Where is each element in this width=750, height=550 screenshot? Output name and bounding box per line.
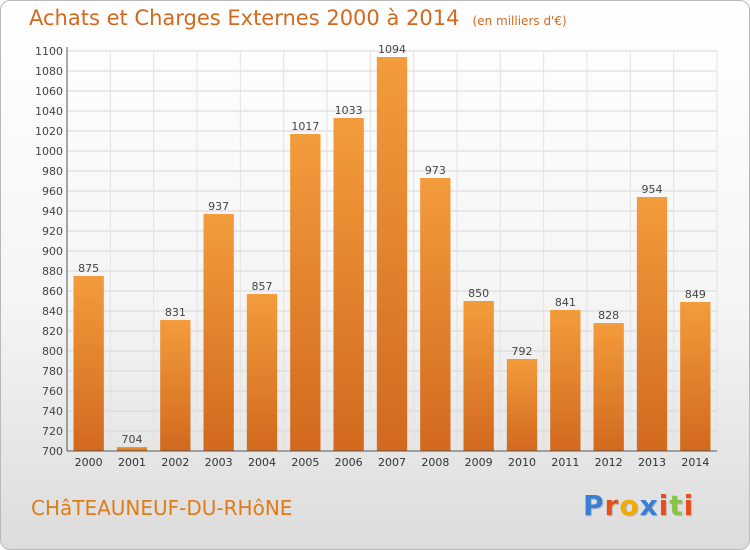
x-tick-label: 2001 — [118, 456, 146, 469]
bar-2013 — [636, 197, 668, 451]
bar-2007 — [376, 57, 408, 451]
bar-2004 — [246, 294, 278, 451]
bar-2002 — [160, 320, 191, 451]
chart-title: Achats et Charges Externes 2000 à 2014 — [29, 6, 460, 30]
brand-letter: x — [639, 489, 659, 522]
y-tick-label: 780 — [42, 365, 63, 378]
bar-2003 — [203, 214, 234, 451]
data-label-2004: 857 — [252, 280, 273, 293]
brand-logo: Proxiti — [583, 489, 694, 522]
y-tick-label: 980 — [42, 165, 63, 178]
bar-2000 — [73, 276, 104, 451]
axes: 700 720 740 760 780 800 820 840 860 880 900 920 940 9… — [35, 45, 717, 469]
x-tick-label: 2002 — [161, 456, 189, 469]
y-tick-label: 740 — [42, 405, 63, 418]
x-tick-label: 2005 — [291, 456, 319, 469]
brand-letter: o — [619, 489, 640, 522]
x-tick-label: 2004 — [248, 456, 276, 469]
y-tick-label: 760 — [42, 385, 63, 398]
chart-unit: (en milliers d'€) — [472, 14, 567, 28]
x-tick-label: 2006 — [335, 456, 363, 469]
y-tick-label: 700 — [42, 445, 63, 458]
title-row: Achats et Charges Externes 2000 à 2014 (… — [29, 6, 567, 30]
bar-2014 — [680, 302, 711, 451]
data-label-2011: 841 — [555, 296, 576, 309]
y-tick-label: 880 — [42, 265, 63, 278]
x-tick-label: 2013 — [638, 456, 666, 469]
city-name: CHâTEAUNEUF-DU-RHôNE — [31, 496, 293, 520]
y-tick-label: 1100 — [35, 45, 63, 58]
y-tick-label: 860 — [42, 285, 63, 298]
y-tick-label: 820 — [42, 325, 63, 338]
y-tick-label: 1020 — [35, 125, 63, 138]
x-tick-label: 2000 — [75, 456, 103, 469]
y-tick-label: 1040 — [35, 105, 63, 118]
x-tick-label: 2012 — [595, 456, 623, 469]
x-tick-label: 2003 — [205, 456, 233, 469]
x-tick-label: 2014 — [681, 456, 709, 469]
bar-2001 — [116, 447, 148, 451]
data-label-2002: 831 — [165, 306, 186, 319]
bar-2009 — [463, 301, 494, 451]
brand-letter: i — [683, 489, 695, 522]
brand-letter: r — [604, 489, 620, 522]
brand-letter: t — [669, 489, 684, 522]
data-label-2000: 875 — [78, 262, 99, 275]
data-label-2008: 973 — [425, 164, 446, 177]
y-tick-label: 900 — [42, 245, 63, 258]
bar-2008 — [420, 178, 451, 451]
y-tick-label: 940 — [42, 205, 63, 218]
y-tick-label: 1060 — [35, 85, 63, 98]
data-label-2005: 1017 — [291, 120, 319, 133]
y-tick-label: 960 — [42, 185, 63, 198]
bar-2010 — [506, 359, 538, 451]
x-tick-label: 2011 — [551, 456, 579, 469]
bar-2011 — [550, 310, 581, 451]
data-label-2013: 954 — [642, 183, 663, 196]
y-tick-label: 840 — [42, 305, 63, 318]
data-label-2001: 704 — [122, 433, 143, 446]
brand-letter: P — [583, 489, 605, 522]
data-label-2010: 792 — [512, 345, 533, 358]
data-label-2014: 849 — [685, 288, 706, 301]
data-label-2006: 1033 — [335, 104, 363, 117]
y-tick-label: 1080 — [35, 65, 63, 78]
x-tick-label: 2007 — [378, 456, 406, 469]
y-tick-label: 800 — [42, 345, 63, 358]
brand-letter: i — [658, 489, 670, 522]
x-tick-label: 2009 — [465, 456, 493, 469]
y-tick-label: 1000 — [35, 145, 63, 158]
bar-2006 — [333, 118, 364, 451]
bar-2012 — [593, 323, 624, 451]
bars: 875 704 831 937 857 1017 1033 1094 973 850 792 841 8… — [73, 43, 711, 451]
data-label-2007: 1094 — [378, 43, 406, 56]
bar-2005 — [290, 134, 321, 451]
x-tick-label: 2008 — [421, 456, 449, 469]
y-tick-label: 720 — [42, 425, 63, 438]
x-tick-label: 2010 — [508, 456, 536, 469]
y-tick-label: 920 — [42, 225, 63, 238]
data-label-2009: 850 — [468, 287, 489, 300]
data-label-2003: 937 — [208, 200, 229, 213]
data-label-2012: 828 — [598, 309, 619, 322]
